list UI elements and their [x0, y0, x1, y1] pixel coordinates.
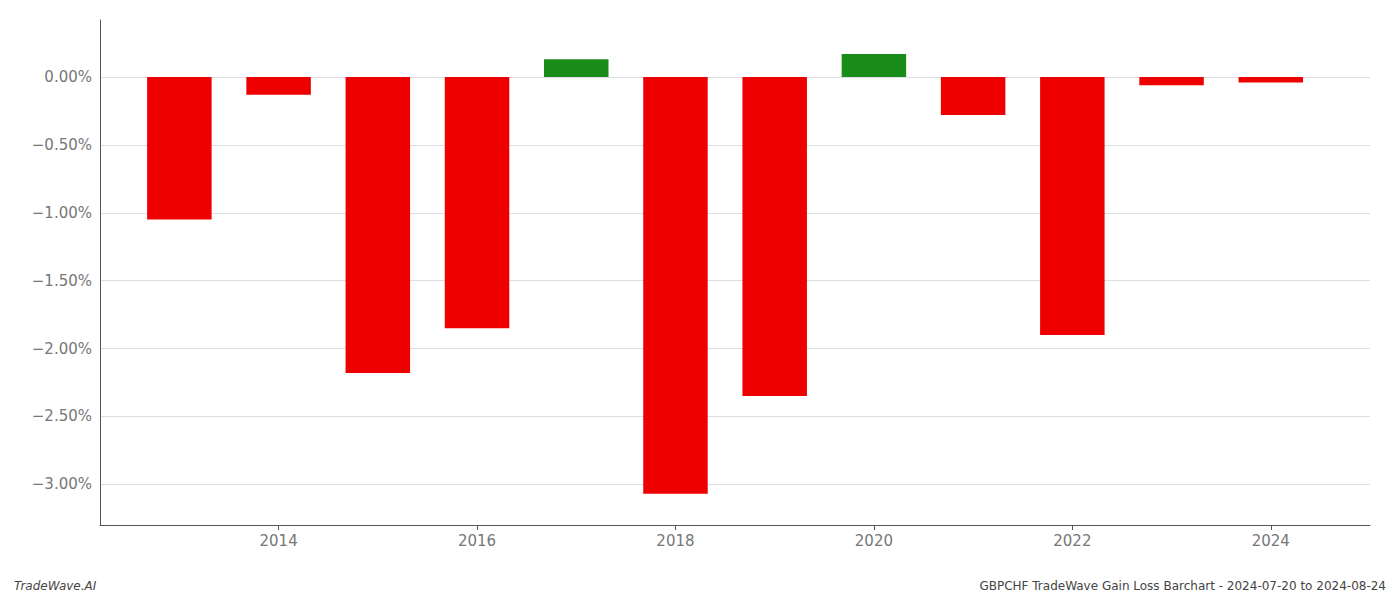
svg-text:−2.00%: −2.00%: [32, 340, 92, 358]
svg-text:GBPCHF TradeWave Gain Loss Bar: GBPCHF TradeWave Gain Loss Barchart - 20…: [979, 579, 1386, 593]
svg-text:−0.50%: −0.50%: [32, 136, 92, 154]
svg-text:2014: 2014: [259, 532, 297, 550]
svg-text:2024: 2024: [1252, 532, 1290, 550]
svg-text:2016: 2016: [458, 532, 496, 550]
svg-text:−3.00%: −3.00%: [32, 475, 92, 493]
svg-text:0.00%: 0.00%: [44, 68, 92, 86]
svg-text:TradeWave.AI: TradeWave.AI: [14, 579, 97, 593]
svg-text:−2.50%: −2.50%: [32, 407, 92, 425]
svg-text:2022: 2022: [1053, 532, 1091, 550]
svg-text:−1.00%: −1.00%: [32, 204, 92, 222]
svg-text:−1.50%: −1.50%: [32, 272, 92, 290]
svg-text:2018: 2018: [656, 532, 694, 550]
svg-text:2020: 2020: [855, 532, 893, 550]
